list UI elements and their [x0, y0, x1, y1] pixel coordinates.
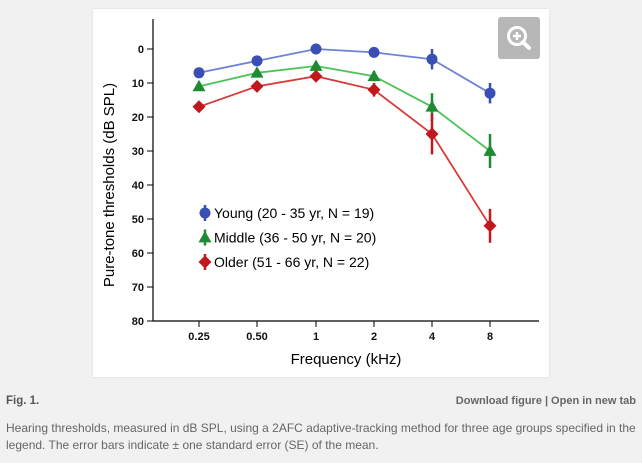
- y-tick-label: 30: [132, 146, 144, 158]
- data-point: [192, 100, 206, 114]
- x-tick-label: 8: [487, 331, 493, 343]
- data-point: [309, 69, 323, 83]
- legend-marker: [198, 255, 212, 269]
- x-axis-title: Frequency (kHz): [291, 351, 402, 368]
- download-figure-link[interactable]: Download figure: [455, 395, 542, 407]
- figure-links: Download figure | Open in new tab: [456, 395, 636, 407]
- data-point: [192, 79, 206, 92]
- x-tick-label: 0.50: [246, 331, 267, 343]
- legend: Young (20 - 35 yr, N = 19) Middle (36 - 5…: [198, 205, 376, 270]
- y-tick-label: 10: [132, 78, 144, 90]
- series-line: [198, 75, 491, 227]
- series-circle: [193, 43, 496, 104]
- data-point: [367, 83, 381, 97]
- x-tick-label: 0.25: [188, 331, 209, 343]
- data-point: [426, 53, 438, 65]
- data-point: [425, 127, 439, 141]
- data-point: [484, 87, 496, 99]
- data-point: [367, 69, 381, 82]
- chart: 0 10 20 30 40 50 60 70 80 0.25 0.50 1 2 4 8 Frequency (…: [101, 19, 539, 368]
- series-line: [198, 48, 491, 94]
- x-tick-label: 4: [429, 331, 436, 343]
- data-point: [425, 100, 439, 112]
- data-point: [310, 43, 322, 55]
- legend-marker: [199, 207, 211, 219]
- y-axis-title: Pure-tone thresholds (dB SPL): [101, 83, 118, 287]
- link-separator: |: [544, 395, 549, 407]
- legend-label: Young (20 - 35 yr, N = 19): [214, 205, 374, 221]
- zoom-in-icon: [507, 26, 531, 50]
- data-point: [309, 59, 323, 71]
- figure-label: Fig. 1.: [6, 395, 40, 407]
- zoom-button[interactable]: [498, 17, 540, 59]
- series-line: [198, 65, 491, 152]
- y-tick-label: 60: [132, 248, 144, 260]
- legend-label: Middle (36 - 50 yr, N = 20): [214, 230, 376, 246]
- y-tick-label: 0: [138, 44, 144, 56]
- y-tick-label: 50: [132, 214, 144, 226]
- data-point: [251, 55, 263, 67]
- figure-image[interactable]: 0 10 20 30 40 50 60 70 80 0.25 0.50 1 2 4 8 Frequency (…: [93, 9, 549, 377]
- data-point: [483, 219, 497, 233]
- data-point: [483, 144, 497, 156]
- data-point: [250, 79, 264, 93]
- y-tick-label: 80: [132, 316, 144, 328]
- data-point: [250, 66, 264, 78]
- x-tick-label: 2: [371, 331, 377, 343]
- figure-caption: Hearing thresholds, measured in dB SPL, …: [6, 421, 636, 452]
- open-in-new-tab-link[interactable]: Open in new tab: [551, 395, 636, 407]
- series-triangle: [192, 59, 497, 168]
- legend-label: Older (51 - 66 yr, N = 22): [214, 254, 369, 270]
- x-tick-label: 1: [313, 331, 319, 343]
- legend-marker: [198, 231, 212, 243]
- y-tick-label: 40: [132, 180, 144, 192]
- data-point: [368, 46, 380, 58]
- y-tick-label: 70: [132, 282, 144, 294]
- y-tick-label: 20: [132, 112, 144, 124]
- data-point: [193, 67, 205, 79]
- series-diamond: [192, 69, 497, 243]
